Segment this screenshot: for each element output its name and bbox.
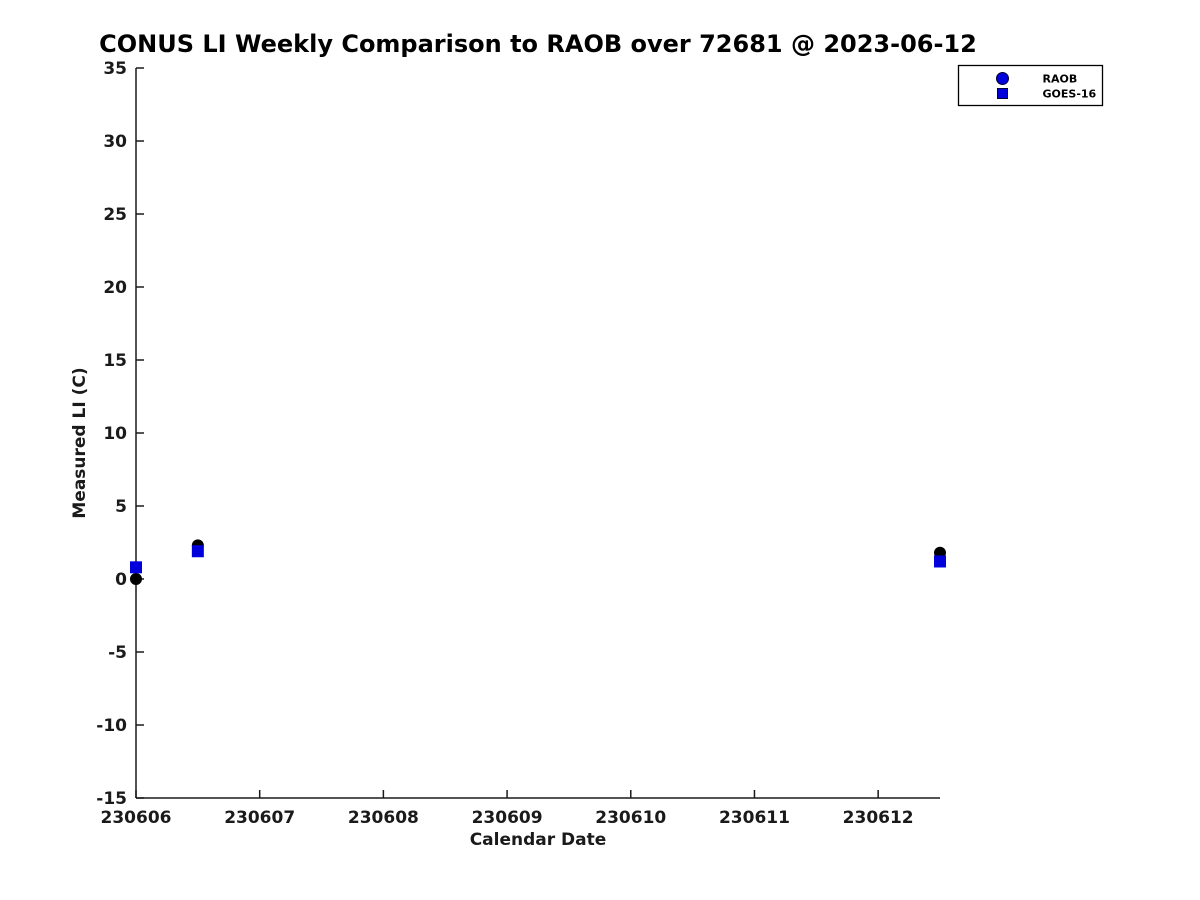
legend-box <box>957 64 1104 107</box>
y-tick-label: 15 <box>103 351 127 371</box>
x-tick-label: 230608 <box>348 808 419 828</box>
legend-raob-marker-icon <box>996 72 1009 85</box>
x-axis-title: Calendar Date <box>469 830 607 850</box>
y-tick-label: 5 <box>115 497 127 517</box>
y-tick-label: 25 <box>103 205 127 225</box>
x-tick-label: 230612 <box>843 808 914 828</box>
y-tick-label: -10 <box>96 716 127 736</box>
y-tick-label: 0 <box>115 570 127 590</box>
x-tick-label: 230609 <box>472 808 543 828</box>
y-tick-label: 30 <box>103 132 127 152</box>
legend-goes-16-label: GOES-16 <box>1043 88 1097 101</box>
y-tick-label: -5 <box>108 643 127 663</box>
goes-16-marker <box>130 561 142 574</box>
y-tick-label: 10 <box>103 424 127 444</box>
y-tick-label: 35 <box>103 59 127 79</box>
y-tick-label: -15 <box>96 789 127 809</box>
goes-16-marker <box>934 555 946 568</box>
x-tick-label: 230607 <box>224 808 295 828</box>
chart-title: CONUS LI Weekly Comparison to RAOB over … <box>99 30 977 58</box>
x-tick-label: 230610 <box>595 808 666 828</box>
x-tick-label: 230606 <box>101 808 172 828</box>
x-tick-label: 230611 <box>719 808 790 828</box>
y-tick-label: 20 <box>103 278 127 298</box>
legend-goes-16-marker-icon <box>997 88 1008 99</box>
legend-raob-label: RAOB <box>1043 73 1078 86</box>
goes-16-marker <box>191 545 204 558</box>
raob-marker <box>130 573 142 585</box>
